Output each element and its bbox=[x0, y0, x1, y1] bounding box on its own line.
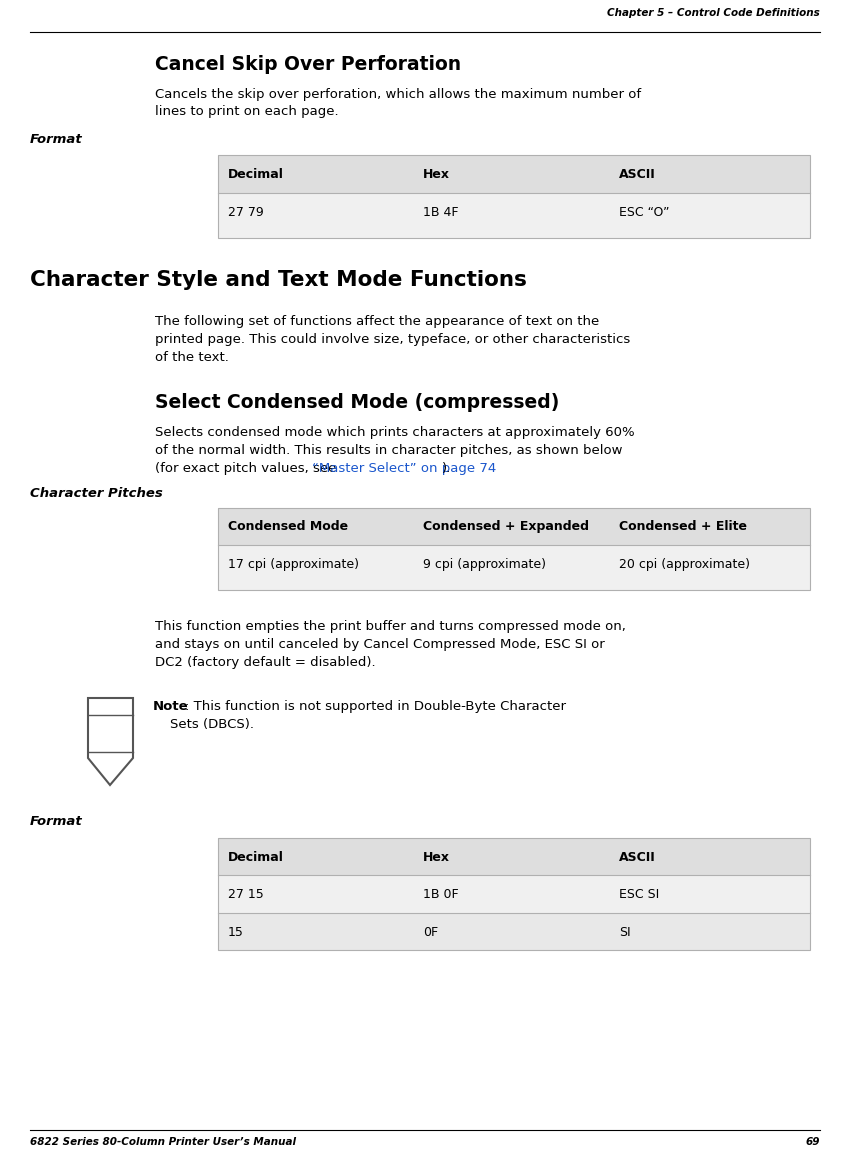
Text: Chapter 5 – Control Code Definitions: Chapter 5 – Control Code Definitions bbox=[607, 8, 820, 17]
Bar bbox=[218, 838, 810, 875]
Text: of the text.: of the text. bbox=[155, 351, 229, 363]
Text: DC2 (factory default = disabled).: DC2 (factory default = disabled). bbox=[155, 656, 375, 669]
Text: 0F: 0F bbox=[424, 926, 438, 939]
Text: 27 15: 27 15 bbox=[228, 888, 264, 901]
Text: Hex: Hex bbox=[424, 850, 450, 864]
Text: (for exact pitch values, see: (for exact pitch values, see bbox=[155, 463, 340, 475]
Text: 17 cpi (approximate): 17 cpi (approximate) bbox=[228, 558, 359, 571]
Bar bbox=[218, 193, 810, 238]
Text: Format: Format bbox=[30, 816, 82, 828]
Text: ASCII: ASCII bbox=[619, 168, 655, 181]
Text: Sets (DBCS).: Sets (DBCS). bbox=[170, 718, 254, 730]
Text: 15: 15 bbox=[228, 926, 244, 939]
Text: Decimal: Decimal bbox=[228, 850, 284, 864]
Text: SI: SI bbox=[619, 926, 630, 939]
Text: lines to print on each page.: lines to print on each page. bbox=[155, 105, 339, 118]
Text: Condensed + Elite: Condensed + Elite bbox=[619, 520, 747, 534]
Text: : This function is not supported in Double-Byte Character: : This function is not supported in Doub… bbox=[185, 700, 566, 713]
Bar bbox=[218, 155, 810, 238]
Bar bbox=[218, 545, 810, 589]
Bar bbox=[218, 508, 810, 589]
Text: 69: 69 bbox=[806, 1137, 820, 1148]
Text: Format: Format bbox=[30, 133, 82, 146]
Text: of the normal width. This results in character pitches, as shown below: of the normal width. This results in cha… bbox=[155, 444, 622, 457]
Text: ESC “O”: ESC “O” bbox=[619, 206, 669, 219]
Text: Character Pitches: Character Pitches bbox=[30, 487, 163, 500]
Text: Cancels the skip over perforation, which allows the maximum number of: Cancels the skip over perforation, which… bbox=[155, 89, 641, 101]
Text: Condensed Mode: Condensed Mode bbox=[228, 520, 348, 534]
Text: Condensed + Expanded: Condensed + Expanded bbox=[424, 520, 589, 534]
Text: 9 cpi (approximate): 9 cpi (approximate) bbox=[424, 558, 547, 571]
Bar bbox=[218, 155, 810, 193]
Text: The following set of functions affect the appearance of text on the: The following set of functions affect th… bbox=[155, 315, 599, 329]
Text: Cancel Skip Over Perforation: Cancel Skip Over Perforation bbox=[155, 55, 461, 75]
Text: Hex: Hex bbox=[424, 168, 450, 181]
Bar bbox=[218, 875, 810, 913]
Text: 6822 Series 80-Column Printer User’s Manual: 6822 Series 80-Column Printer User’s Man… bbox=[30, 1137, 296, 1148]
Bar bbox=[218, 838, 810, 949]
Text: Note: Note bbox=[153, 700, 188, 713]
Text: This function empties the print buffer and turns compressed mode on,: This function empties the print buffer a… bbox=[155, 620, 626, 633]
Text: printed page. This could involve size, typeface, or other characteristics: printed page. This could involve size, t… bbox=[155, 333, 630, 346]
Text: 1B 4F: 1B 4F bbox=[424, 206, 458, 219]
Text: Select Condensed Mode (compressed): Select Condensed Mode (compressed) bbox=[155, 393, 559, 412]
Text: 27 79: 27 79 bbox=[228, 206, 264, 219]
Text: 20 cpi (approximate): 20 cpi (approximate) bbox=[619, 558, 750, 571]
Text: ).: ). bbox=[442, 463, 452, 475]
Text: ESC SI: ESC SI bbox=[619, 888, 659, 901]
Text: and stays on until canceled by Cancel Compressed Mode, ESC SI or: and stays on until canceled by Cancel Co… bbox=[155, 638, 604, 651]
Text: “Master Select” on page 74: “Master Select” on page 74 bbox=[312, 463, 497, 475]
Text: Selects condensed mode which prints characters at approximately 60%: Selects condensed mode which prints char… bbox=[155, 426, 634, 439]
Text: ASCII: ASCII bbox=[619, 850, 655, 864]
Bar bbox=[218, 913, 810, 949]
Text: 1B 0F: 1B 0F bbox=[424, 888, 459, 901]
Bar bbox=[218, 508, 810, 545]
Text: Decimal: Decimal bbox=[228, 168, 284, 181]
Text: Character Style and Text Mode Functions: Character Style and Text Mode Functions bbox=[30, 270, 527, 290]
